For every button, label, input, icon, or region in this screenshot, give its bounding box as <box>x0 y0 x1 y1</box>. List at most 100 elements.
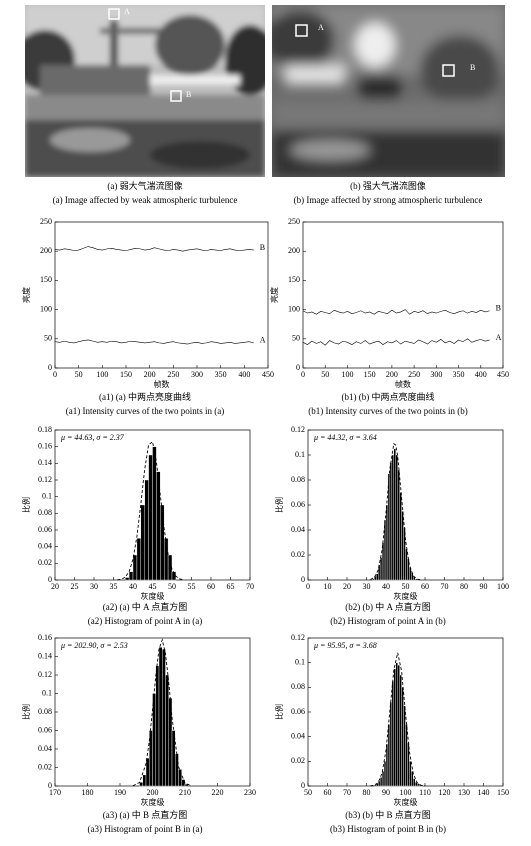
y-tick-label: 0.02 <box>291 756 305 765</box>
x-tick-label: 220 <box>212 788 224 797</box>
y-tick-label: 0.02 <box>38 762 52 771</box>
y-tick-label: 0.08 <box>38 707 52 716</box>
x-tick-label: 60 <box>324 788 332 797</box>
marker-box <box>108 8 120 20</box>
y-tick-label: 0.04 <box>38 541 52 550</box>
x-tick-label: 100 <box>96 370 108 379</box>
bar <box>415 578 418 581</box>
x-tick-label: 50 <box>304 788 312 797</box>
y-tick-label: 0.14 <box>38 651 52 660</box>
caption-en: (a1) Intensity curves of the two points … <box>66 406 224 416</box>
series-line <box>54 246 254 252</box>
bar <box>393 668 396 787</box>
y-tick-label: 0.02 <box>291 550 305 559</box>
y-tick-label: 250 <box>40 217 52 226</box>
series-label: A <box>496 333 502 342</box>
marker-label: A <box>124 7 130 16</box>
y-tick-label: 0.08 <box>291 682 305 691</box>
y-tick-label: 0.1 <box>42 491 52 500</box>
caption-zh: (b) 强大气湍流图像 <box>350 180 426 191</box>
y-tick-label: 0.16 <box>38 633 52 642</box>
x-tick-label: 250 <box>408 370 420 379</box>
x-tick-label: 80 <box>363 788 371 797</box>
bar <box>124 577 130 581</box>
x-tick-label: 30 <box>363 582 371 591</box>
y-tick-label: 100 <box>40 304 52 313</box>
caption-en: (b1) Intensity curves of the two points … <box>308 406 467 416</box>
y-tick-label: 0.06 <box>291 707 305 716</box>
x-tick-label: 190 <box>114 788 126 797</box>
x-tick-label: 50 <box>168 582 176 591</box>
x-tick-label: 150 <box>497 788 509 797</box>
y-tick-label: 0 <box>48 363 52 372</box>
y-tick-label: 0.12 <box>38 475 52 484</box>
y-axis-label: 亮度 <box>269 287 279 303</box>
y-tick-label: 0.04 <box>291 731 305 740</box>
photo-strong-turbulence <box>272 5 505 177</box>
axes-frame <box>302 221 504 369</box>
annotation: μ = 95.95, σ = 3.68 <box>313 641 377 650</box>
caption-en: (a3) Histogram of point B in (a) <box>88 824 203 834</box>
marker-box <box>295 24 308 37</box>
x-axis-label: 灰度级 <box>394 591 418 601</box>
x-tick-label: 400 <box>475 370 487 379</box>
y-tick-label: 0.06 <box>291 500 305 509</box>
y-tick-label: 250 <box>288 217 300 226</box>
bar <box>148 454 153 581</box>
y-tick-label: 200 <box>288 246 300 255</box>
annotation: μ = 202.90, σ = 2.53 <box>60 641 128 650</box>
fit-curve <box>117 440 184 581</box>
caption-en: (a) Image affected by weak atmospheric t… <box>53 195 238 205</box>
bar <box>387 724 391 787</box>
marker-label: B <box>186 90 191 99</box>
x-tick-label: 20 <box>51 582 59 591</box>
y-axis-label: 比例 <box>274 704 284 720</box>
x-tick-label: 40 <box>129 582 137 591</box>
bar <box>403 705 406 787</box>
y-tick-label: 0 <box>48 575 52 584</box>
y-tick-label: 0.1 <box>295 657 305 666</box>
y-tick-label: 0.06 <box>38 725 52 734</box>
bar <box>395 454 398 581</box>
x-tick-label: 300 <box>430 370 442 379</box>
x-tick-label: 55 <box>188 582 196 591</box>
y-tick-label: 0.12 <box>291 633 305 642</box>
bar <box>399 492 402 581</box>
y-tick-label: 0.12 <box>291 425 305 434</box>
bar <box>152 693 156 787</box>
x-tick-label: 170 <box>49 788 61 797</box>
x-tick-label: 50 <box>402 582 410 591</box>
series-label: A <box>260 336 266 345</box>
bar <box>168 697 173 787</box>
y-tick-label: 0.06 <box>38 525 52 534</box>
marker-label: A <box>318 23 324 32</box>
bar <box>140 504 145 581</box>
bar <box>158 647 163 787</box>
marker-label: B <box>470 63 475 72</box>
marker-box <box>170 90 182 102</box>
bar <box>381 771 385 787</box>
x-tick-label: 50 <box>321 370 329 379</box>
bar <box>383 519 387 581</box>
x-tick-label: 80 <box>460 582 468 591</box>
y-tick-label: 0.1 <box>42 688 52 697</box>
y-axis-label: 比例 <box>21 704 31 720</box>
bar <box>383 761 387 787</box>
fit-curve <box>370 442 422 581</box>
y-tick-label: 0.02 <box>38 558 52 567</box>
bar <box>379 557 383 581</box>
caption-en: (b3) Histogram of point B in (b) <box>330 824 446 834</box>
caption-zh: (b1) (b) 中两点亮度曲线 <box>342 391 435 402</box>
x-tick-label: 180 <box>82 788 94 797</box>
bar <box>409 761 412 787</box>
x-axis-label: 帧数 <box>395 379 411 389</box>
caption-zh: (b3) (b) 中 B 点直方图 <box>345 809 431 820</box>
x-tick-label: 400 <box>238 370 250 379</box>
y-tick-label: 0.16 <box>38 441 52 450</box>
x-tick-label: 110 <box>419 788 431 797</box>
x-tick-label: 90 <box>382 788 390 797</box>
x-tick-label: 350 <box>453 370 465 379</box>
x-tick-label: 100 <box>341 370 353 379</box>
bar <box>389 462 393 581</box>
